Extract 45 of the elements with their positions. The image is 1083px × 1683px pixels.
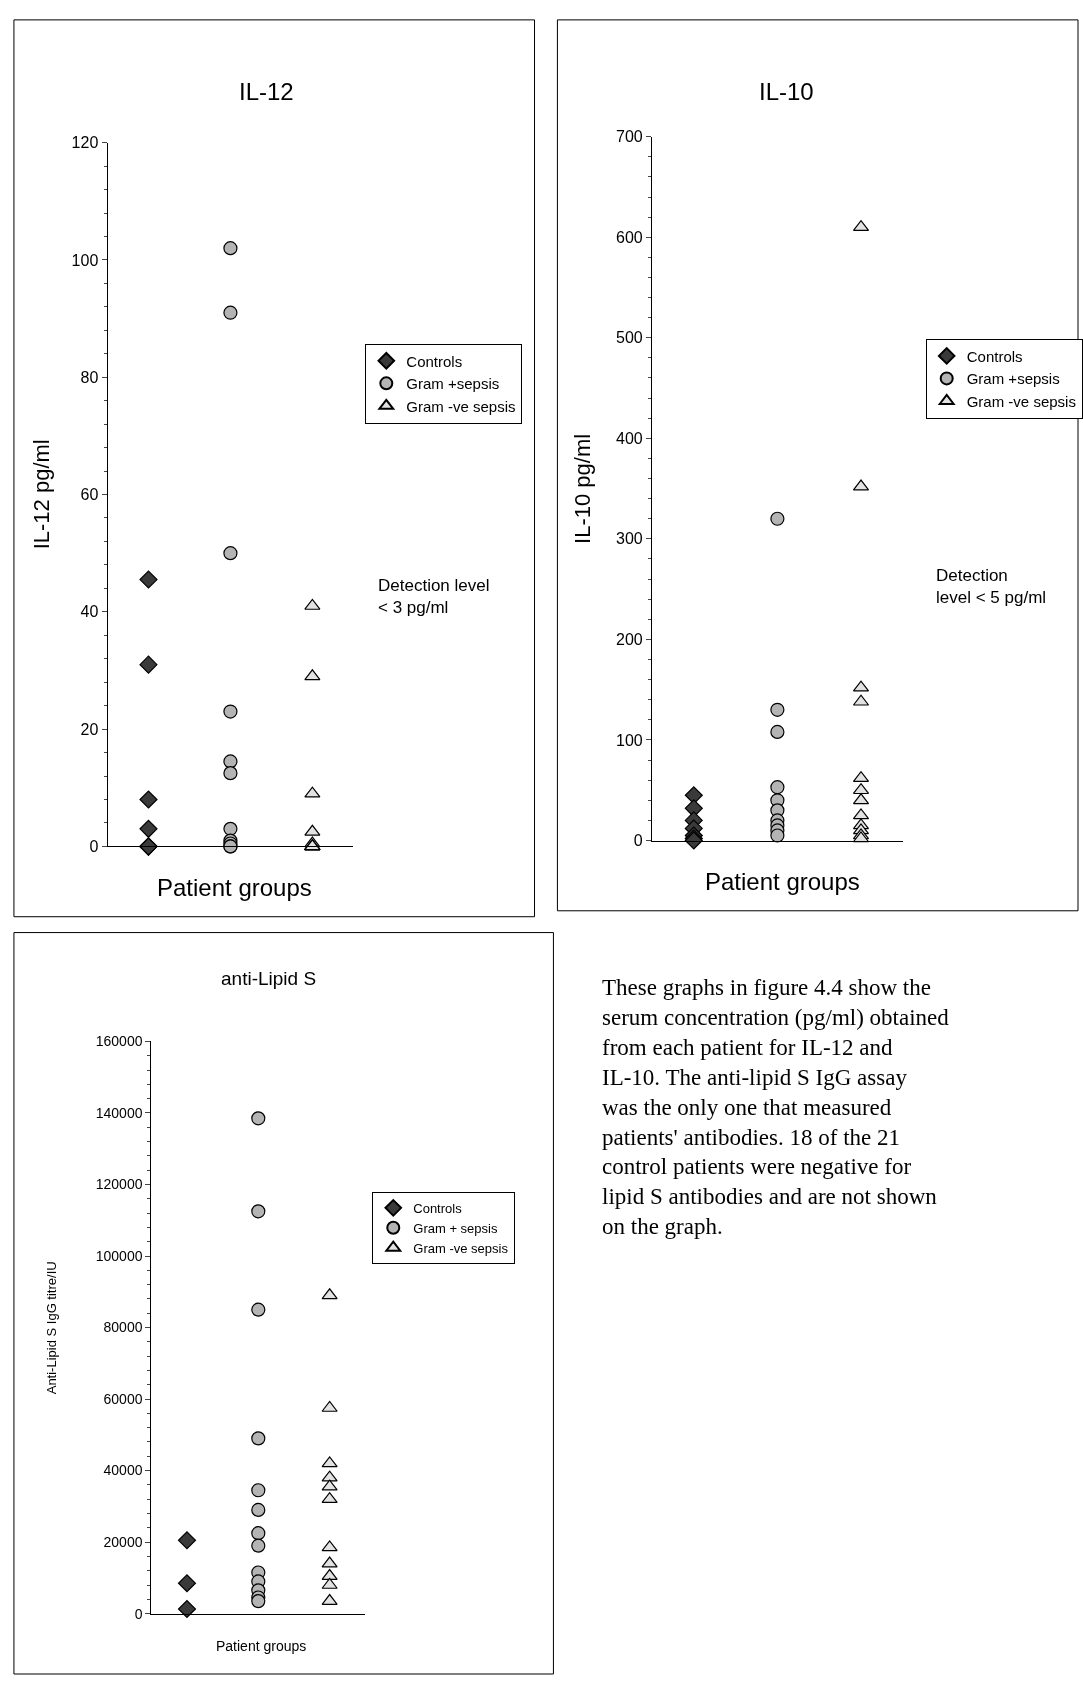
y-axis-title: IL-12 pg/ml [29, 439, 55, 550]
y-tick-label: 120 [71, 134, 99, 152]
x-axis-title: Patient groups [705, 868, 860, 895]
legend-label: Gram -ve sepsis [966, 392, 1076, 410]
chart-title: IL-12 [239, 78, 294, 105]
text: These graphs in figure 4.4 show the serum concentration (pg/ml) obtained from each patient for IL-12 and IL-10. The anti-lipid S IgG assay was the only one that measured patients' antibodies. 18 of the 21 control patients were negative for lipid S antibodies and are not shown on the graph. [602, 975, 949, 1240]
y-tick-label: 0 [89, 838, 99, 856]
legend-label: Gram + sepsis [413, 1220, 498, 1236]
y-tick-label: 20 [80, 720, 99, 738]
legend-label: Gram -ve sepsis [406, 397, 516, 415]
y-tick-label: 40000 [103, 1462, 143, 1479]
y-tick-label: 100000 [95, 1247, 143, 1264]
y-tick-label: 400 [616, 429, 643, 447]
y-tick-label: 100 [616, 731, 643, 749]
y-tick-label: 300 [616, 530, 643, 548]
y-tick-label: 160000 [95, 1033, 143, 1050]
y-tick-label: 140000 [95, 1104, 143, 1121]
y-tick-label: 40 [80, 603, 99, 621]
y-tick-label: 700 [616, 128, 643, 146]
chart-title: anti-Lipid S [221, 968, 317, 989]
text: Detection level < 3 pg/ml [378, 576, 490, 618]
y-tick-label: 500 [616, 329, 643, 347]
chart-title: IL-10 [759, 78, 814, 105]
y-tick-label: 60000 [103, 1390, 143, 1407]
y-tick-label: 0 [633, 832, 643, 850]
legend-label: Gram +sepsis [406, 375, 500, 393]
y-tick-label: 100 [71, 251, 99, 269]
y-tick-label: 600 [616, 228, 643, 246]
text: Detection level < 5 pg/ml [936, 566, 1047, 608]
legend-label: Controls [413, 1200, 463, 1216]
y-tick-label: 120000 [95, 1176, 143, 1193]
y-tick-label: 80 [80, 368, 99, 386]
x-axis-title: Patient groups [157, 874, 312, 901]
legend-label: Gram +sepsis [966, 370, 1060, 388]
y-axis-title: Anti-Lipid S IgG titre/IU [44, 1261, 60, 1395]
y-tick-label: 200 [616, 631, 643, 649]
y-tick-label: 80000 [103, 1319, 143, 1336]
y-tick-label: 60 [80, 486, 99, 504]
legend-label: Controls [966, 347, 1023, 365]
y-axis-title: IL-10 pg/ml [569, 433, 595, 544]
y-tick-label: 20000 [103, 1533, 143, 1550]
y-tick-label: 0 [134, 1605, 143, 1622]
legend-label: Controls [406, 352, 463, 370]
x-axis-title: Patient groups [216, 1638, 307, 1654]
legend-label: Gram -ve sepsis [413, 1240, 509, 1256]
